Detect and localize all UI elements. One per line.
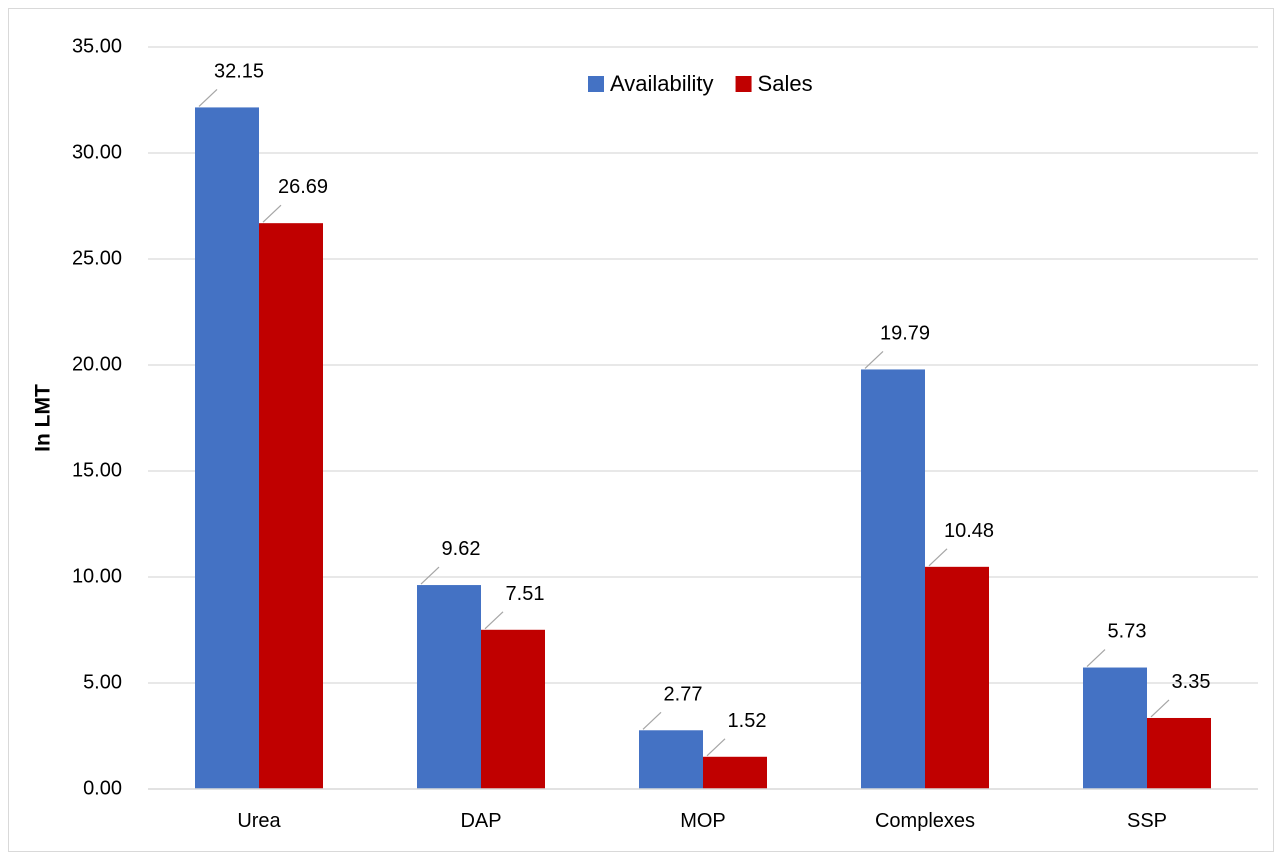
bar-availability-urea: [195, 107, 259, 790]
bar-availability-ssp: [1083, 667, 1147, 789]
bar-sales-mop: [703, 756, 767, 789]
gridlines: [148, 46, 1258, 684]
data-label-sales-mop: 1.52: [728, 710, 767, 732]
leader-line: [642, 711, 662, 730]
data-label-sales-dap: 7.51: [506, 583, 545, 605]
y-tick-label: 30.00: [72, 141, 122, 163]
x-axis-categories: Urea DAP MOP Complexes SSP: [237, 810, 1167, 832]
bar-availability-mop: [639, 730, 703, 789]
x-category-label: SSP: [1127, 810, 1167, 832]
bar-sales-complexes: [925, 566, 989, 789]
data-label-availability-mop: 2.77: [664, 683, 703, 705]
x-category-label: Complexes: [875, 810, 975, 832]
bar-availability-dap: [417, 585, 481, 789]
data-label-sales-ssp: 3.35: [1172, 671, 1211, 693]
y-tick-label: 20.00: [72, 353, 122, 375]
legend-swatch-availability: [588, 76, 604, 92]
x-category-label: Urea: [237, 810, 281, 832]
y-axis-title: In LMT: [32, 384, 55, 452]
leader-line: [198, 88, 218, 107]
bars: [195, 107, 1211, 790]
data-label-availability-dap: 9.62: [442, 538, 481, 560]
y-tick-label: 25.00: [72, 247, 122, 269]
data-label-availability-ssp: 5.73: [1108, 621, 1147, 643]
bar-sales-urea: [259, 223, 323, 789]
y-tick-label: 10.00: [72, 565, 122, 587]
leader-line: [706, 738, 726, 757]
legend-label-availability: Availability: [610, 71, 714, 96]
bar-availability-complexes: [861, 369, 925, 789]
leader-line: [484, 611, 504, 630]
data-label-availability-complexes: 19.79: [880, 322, 930, 344]
leader-line: [262, 204, 282, 223]
data-label-sales-complexes: 10.48: [944, 520, 994, 542]
bar-sales-ssp: [1147, 717, 1211, 789]
data-label-availability-urea: 32.15: [214, 60, 264, 82]
y-axis-ticks: 0.00 5.00 10.00 15.00 20.00 25.00 30.00 35.00: [72, 35, 122, 799]
leader-line: [1086, 649, 1106, 667]
data-labels: 32.15 26.69 9.62 7.51 2.77 1.52 19.79 10.48 5.73…: [214, 60, 1211, 731]
legend-swatch-sales: [735, 76, 752, 92]
legend-label-sales: Sales: [758, 71, 813, 96]
leader-line: [864, 351, 884, 369]
legend: Availability Sales: [588, 71, 813, 96]
leader-line: [420, 566, 440, 585]
leader-line: [1150, 699, 1170, 718]
y-tick-label: 35.00: [72, 35, 122, 57]
y-tick-label: 0.00: [83, 777, 122, 799]
x-category-label: MOP: [680, 810, 726, 832]
leader-line: [928, 548, 948, 567]
y-tick-label: 15.00: [72, 459, 122, 481]
x-category-label: DAP: [460, 810, 501, 832]
label-leader-lines: [198, 88, 1170, 757]
y-tick-label: 5.00: [83, 671, 122, 693]
bar-sales-dap: [481, 629, 545, 789]
data-label-sales-urea: 26.69: [278, 176, 328, 198]
